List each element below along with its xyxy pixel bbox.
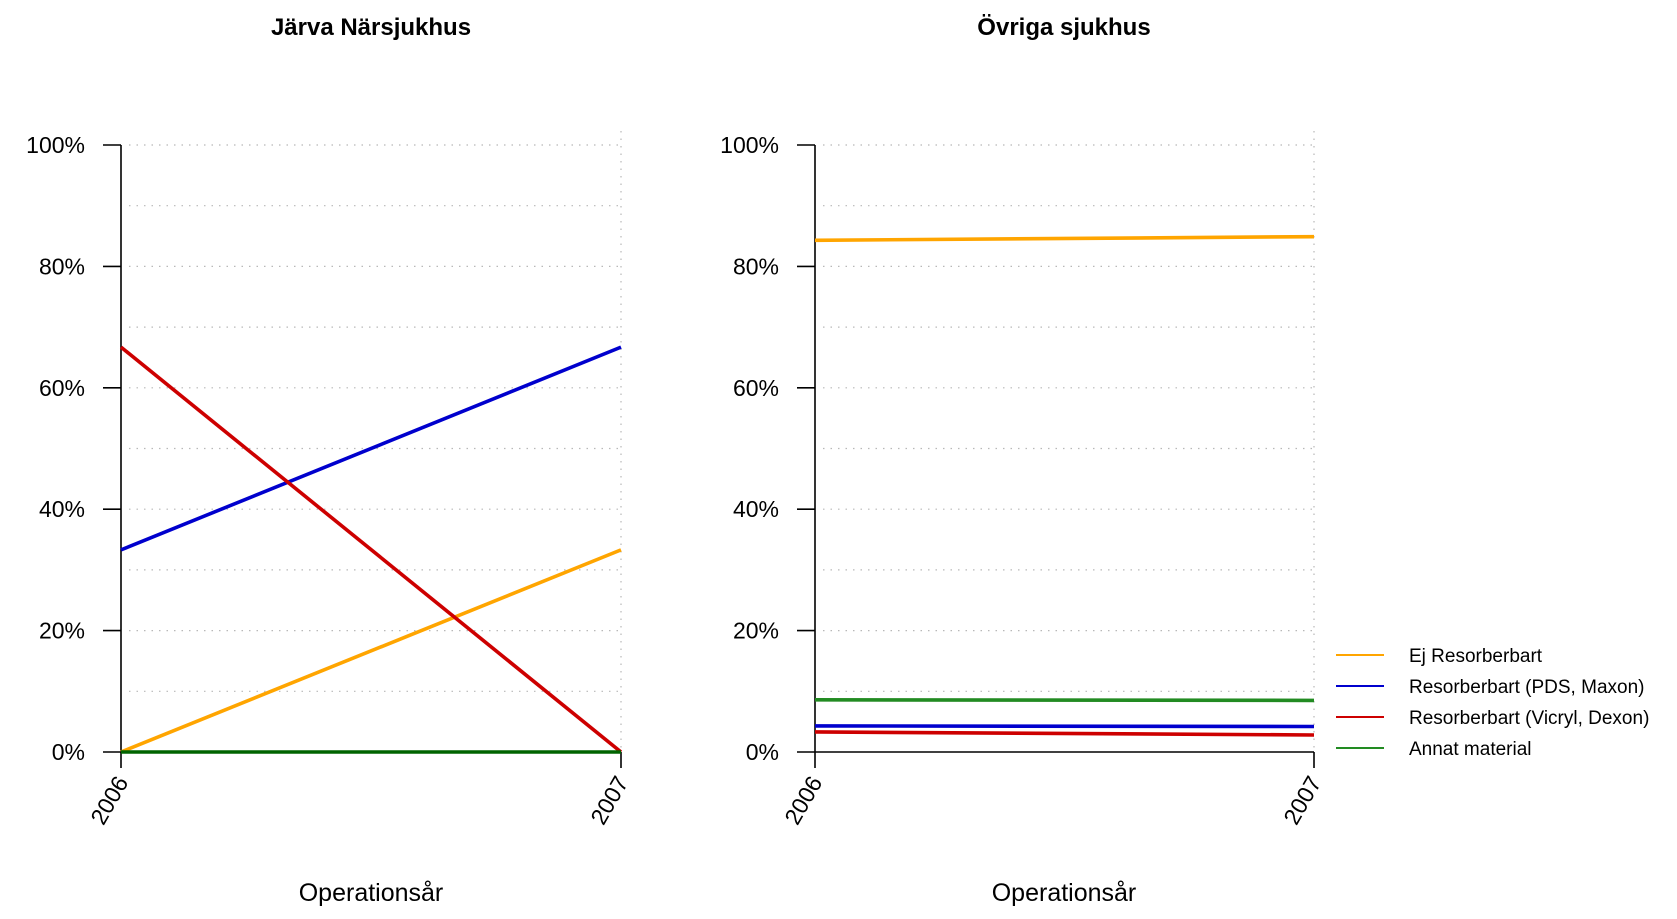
legend-item-label: Resorberbart (PDS, Maxon)	[1409, 677, 1644, 698]
x-tick-label: 2007	[585, 772, 633, 829]
series-line	[814, 697, 1315, 703]
series-line	[814, 730, 1315, 737]
panel-ovriga-sjukhus: Övriga sjukhus Operationsår 0% 20% 40% 60% 8…	[720, 14, 1326, 907]
x-axis-label: Operationsår	[299, 879, 444, 907]
y-tick-label: 100%	[26, 132, 85, 158]
y-tick-label: 0%	[746, 739, 779, 765]
series-line	[120, 345, 622, 552]
series-line	[120, 548, 622, 754]
y-tick-label: 60%	[39, 375, 85, 401]
y-tick-label: 40%	[39, 496, 85, 522]
chart-title: Övriga sjukhus	[977, 14, 1150, 41]
series-line	[814, 234, 1315, 243]
x-tick-label: 2006	[85, 772, 133, 829]
y-tick-label: 0%	[52, 739, 85, 765]
x-tick-label: 2006	[779, 772, 827, 829]
x-tick-label: 2007	[1278, 772, 1326, 829]
panel-jarva-narsjukhus: Järva Närsjukhus Operationsår 0% 20% 40% 60…	[26, 14, 633, 907]
y-tick-label: 20%	[733, 618, 779, 644]
legend-item-label: Resorberbart (Vicryl, Dexon)	[1409, 708, 1649, 729]
y-tick-label: 80%	[733, 253, 779, 279]
y-tick-label: 100%	[720, 132, 779, 158]
x-axis-label: Operationsår	[992, 879, 1137, 907]
legend: Ej Resorberbart Resorberbart (PDS, Maxon)…	[1336, 646, 1649, 760]
legend-item-label: Annat material	[1409, 739, 1532, 760]
y-tick-label: 20%	[39, 618, 85, 644]
series-line	[119, 345, 623, 754]
y-tick-label: 40%	[733, 496, 779, 522]
chart-title: Järva Närsjukhus	[271, 14, 471, 41]
y-tick-label: 60%	[733, 375, 779, 401]
series-line	[814, 724, 1315, 729]
y-tick-label: 80%	[39, 253, 85, 279]
legend-item-label: Ej Resorberbart	[1409, 646, 1543, 667]
